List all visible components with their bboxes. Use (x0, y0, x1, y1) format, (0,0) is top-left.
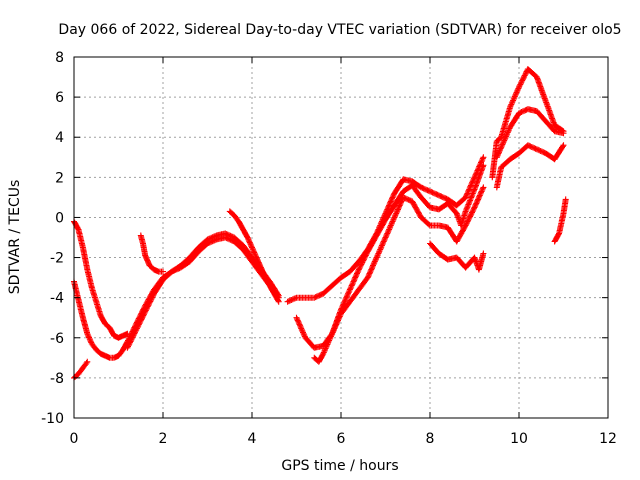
series-arc-n (551, 196, 569, 245)
y-tick-label: -2 (50, 251, 64, 267)
ticks: 0 2 4 6 8 10 12 -10 -8 -6 -4 -2 0 2 4 6 8 (41, 50, 617, 447)
series-arc-f (226, 208, 282, 305)
plus-markers (427, 240, 487, 273)
chart-title: Day 066 of 2022, Sidereal Day-to-day VTE… (58, 22, 621, 38)
x-axis-label: GPS time / hours (281, 458, 398, 474)
y-tick-label: 2 (55, 170, 64, 186)
y-tick-label: -4 (50, 291, 64, 307)
y-tick-label: 0 (55, 210, 64, 226)
plus-markers (493, 106, 567, 161)
y-tick-label: 4 (55, 130, 64, 146)
plus-markers (311, 184, 487, 365)
y-tick-label: -6 (50, 331, 64, 347)
plus-markers (226, 208, 282, 305)
x-tick-label: 4 (248, 431, 257, 447)
series-arc-l (493, 106, 567, 161)
series-arc-i (311, 184, 487, 365)
x-tick-label: 10 (510, 431, 528, 447)
plus-markers (493, 142, 567, 191)
series-arc-j (427, 240, 487, 273)
y-tick-label: -8 (50, 371, 64, 387)
plus-markers (551, 196, 569, 245)
x-tick-label: 6 (337, 431, 346, 447)
y-tick-label: -10 (41, 411, 64, 427)
plus-markers (137, 232, 166, 275)
y-tick-label: 6 (55, 90, 64, 106)
series-arc-m (493, 142, 567, 191)
series-arc-d (137, 232, 166, 275)
y-tick-label: 8 (55, 50, 64, 66)
y-axis-label: SDTVAR / TECUs (7, 180, 23, 295)
x-tick-label: 2 (159, 431, 168, 447)
x-tick-label: 8 (426, 431, 435, 447)
x-tick-label: 12 (599, 431, 617, 447)
x-tick-label: 0 (70, 431, 79, 447)
grid (74, 57, 608, 418)
